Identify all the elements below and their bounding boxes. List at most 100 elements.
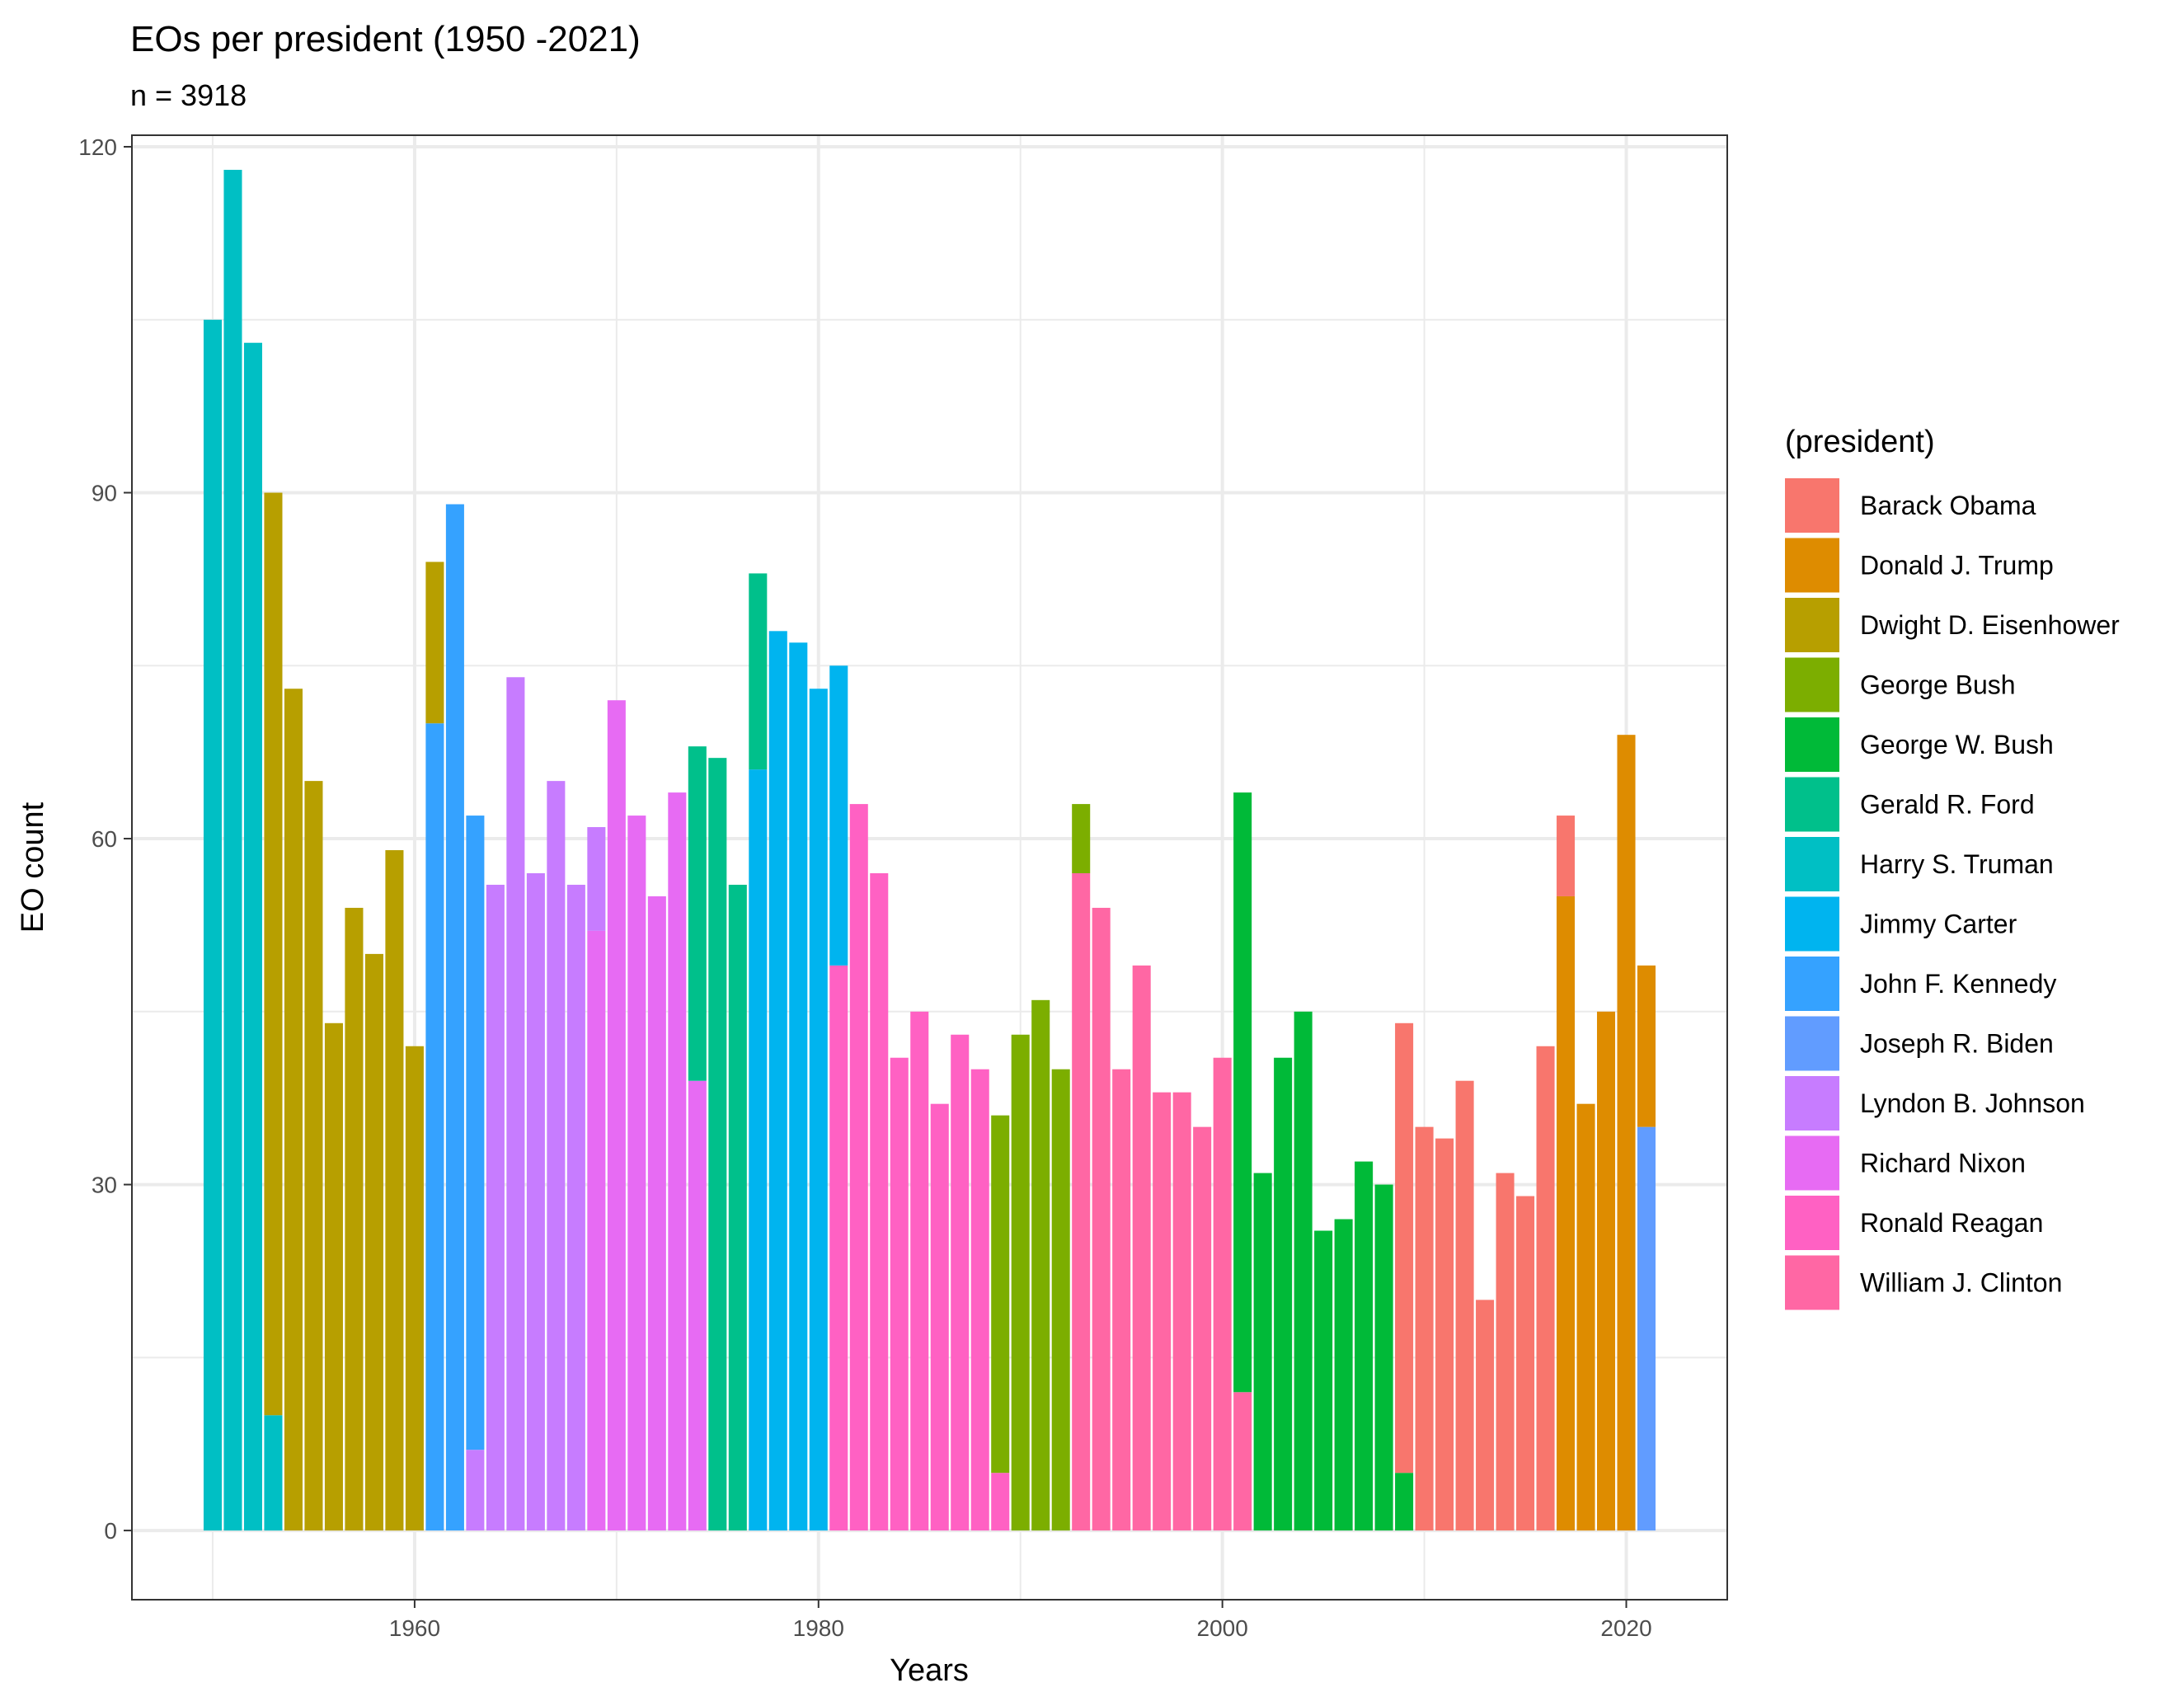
bar-segment	[1072, 804, 1091, 873]
bar-segment	[930, 1103, 949, 1531]
bar-segment	[829, 665, 848, 966]
bar-segment	[405, 1046, 424, 1531]
bars	[203, 169, 1656, 1531]
bar-segment	[970, 1069, 989, 1531]
bar-segment	[425, 723, 444, 1531]
bar-segment	[364, 953, 383, 1531]
bar-segment	[768, 631, 787, 1531]
plot-area	[131, 134, 1728, 1601]
bar-segment	[385, 850, 404, 1531]
legend-items: Barack Obama Donald J. Trump Dwight D. Eis…	[1785, 478, 2120, 1310]
bar-segment	[1516, 1196, 1535, 1531]
bar-segment	[1637, 1126, 1656, 1531]
bar-segment	[1051, 1069, 1070, 1531]
bar-segment	[1011, 1034, 1030, 1531]
bar-segment	[1557, 896, 1576, 1531]
legend-title: (president)	[1785, 425, 1935, 459]
y-axis: 0 30 60 90 120	[78, 134, 132, 1544]
x-axis: 1960 1980 2000 2020	[389, 1600, 1652, 1641]
x-tick-label: 1960	[389, 1615, 440, 1641]
bar-segment	[1415, 1126, 1434, 1531]
legend-label: John F. Kennedy	[1860, 969, 2056, 999]
plot-border	[131, 134, 1728, 1601]
x-tick-label: 1980	[793, 1615, 844, 1641]
chart-title: EOs per president (1950 -2021)	[130, 19, 641, 59]
bar-segment	[789, 642, 808, 1531]
legend-label: Richard Nixon	[1860, 1149, 2026, 1178]
bar-segment	[264, 1415, 283, 1531]
chart-subtitle: n = 3918	[130, 78, 247, 112]
bar-segment	[1557, 816, 1576, 896]
legend-label: Dwight D. Eisenhower	[1860, 610, 2120, 640]
x-tick-label: 2020	[1600, 1615, 1651, 1641]
bar-segment	[749, 769, 768, 1531]
bar-segment	[547, 781, 566, 1531]
bar-segment	[607, 700, 626, 1531]
legend: (president) Barack Obama Donald J. Trump D…	[1785, 425, 2120, 1310]
bar-segment	[870, 872, 889, 1531]
bar-segment	[1496, 1173, 1515, 1531]
bar-segment	[1334, 1219, 1353, 1531]
bar-segment	[1193, 1126, 1212, 1531]
bar-segment	[728, 884, 747, 1531]
y-tick-label: 30	[92, 1173, 117, 1198]
legend-label: Jimmy Carter	[1860, 910, 2017, 939]
legend-label: Joseph R. Biden	[1860, 1029, 2054, 1059]
bar-segment	[1314, 1230, 1333, 1531]
bar-segment	[910, 1011, 929, 1531]
bar-segment	[486, 884, 505, 1531]
bar-segment	[1112, 1069, 1131, 1531]
legend-key	[1785, 957, 1839, 1011]
legend-key	[1785, 1076, 1839, 1131]
bar-segment	[324, 1022, 343, 1531]
bar-segment	[1172, 1092, 1191, 1531]
bar-segment	[1274, 1057, 1293, 1531]
bar-segment	[749, 573, 768, 770]
bar-segment	[688, 746, 707, 1081]
bar-segment	[243, 342, 262, 1531]
y-tick-label: 60	[92, 826, 117, 852]
bar-segment	[1395, 1473, 1414, 1531]
legend-key	[1785, 598, 1839, 652]
legend-label: William J. Clinton	[1860, 1268, 2062, 1298]
bar-segment	[849, 804, 868, 1531]
bar-segment	[647, 896, 666, 1531]
bar-segment	[1213, 1057, 1232, 1531]
bar-segment	[809, 689, 828, 1531]
legend-label: Gerald R. Ford	[1860, 790, 2035, 820]
bar-segment	[991, 1115, 1010, 1474]
y-axis-title: EO count	[16, 801, 50, 933]
bar-segment	[1455, 1080, 1474, 1531]
bar-segment	[587, 827, 606, 931]
bar-segment	[1233, 1392, 1252, 1531]
bar-segment	[264, 492, 283, 1416]
bar-segment	[1072, 872, 1091, 1531]
bar-segment	[466, 816, 485, 1450]
bar-segment	[991, 1473, 1010, 1531]
bar-segment	[203, 319, 222, 1531]
bar-segment	[1374, 1184, 1393, 1531]
bar-segment	[466, 1450, 485, 1531]
y-tick-label: 120	[78, 134, 117, 160]
legend-key	[1785, 837, 1839, 891]
legend-key	[1785, 538, 1839, 593]
legend-key	[1785, 1255, 1839, 1310]
bar-segment	[829, 965, 848, 1531]
legend-key	[1785, 717, 1839, 772]
legend-label: George W. Bush	[1860, 730, 2054, 759]
bar-segment	[688, 1080, 707, 1531]
bar-segment	[1153, 1092, 1172, 1531]
legend-key	[1785, 1196, 1839, 1250]
legend-key	[1785, 1135, 1839, 1191]
bar-segment	[1597, 1011, 1616, 1531]
legend-label: Donald J. Trump	[1860, 551, 2054, 581]
bar-segment	[304, 781, 323, 1531]
legend-key	[1785, 777, 1839, 832]
bar-segment	[1031, 999, 1050, 1531]
legend-label: George Bush	[1860, 670, 2016, 700]
y-tick-label: 0	[104, 1518, 117, 1544]
bar-segment	[1132, 965, 1151, 1531]
legend-key	[1785, 1016, 1839, 1071]
bar-segment	[425, 562, 444, 724]
x-tick-label: 2000	[1197, 1615, 1248, 1641]
